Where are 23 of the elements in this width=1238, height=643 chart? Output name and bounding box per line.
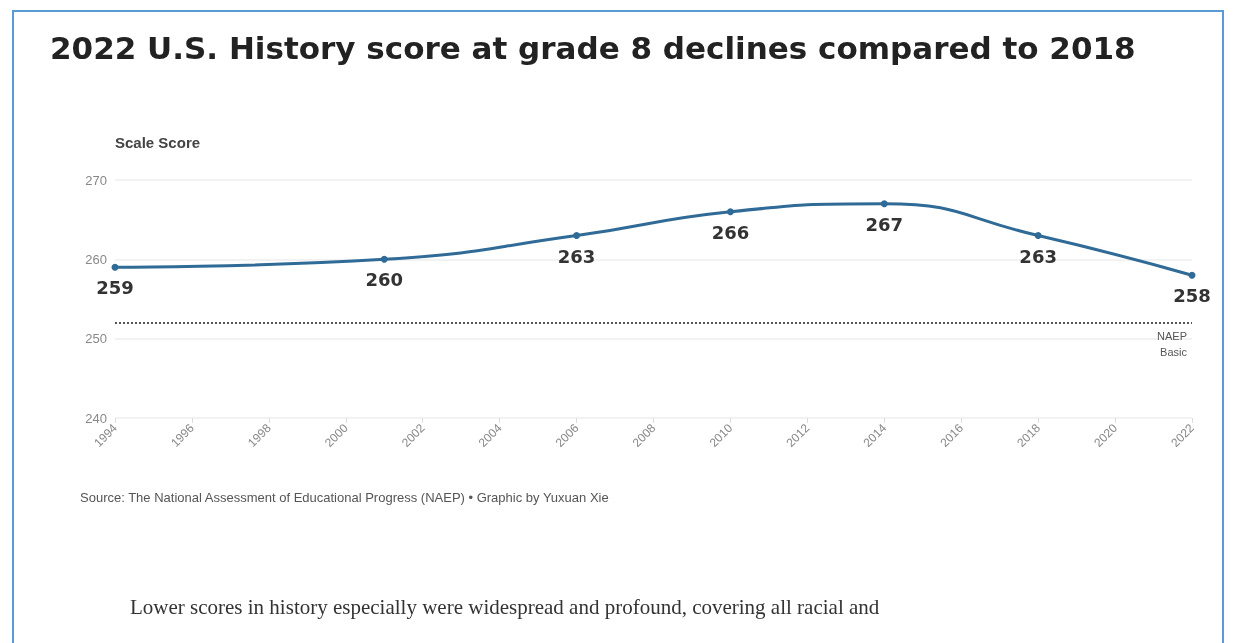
point (1188, 271, 1196, 279)
point (573, 232, 581, 240)
source-note: Source: The National Assessment of Educational Progress (NAEP) • Graphic by Yuxuan Xie (80, 490, 609, 505)
data-label: 263 (557, 245, 596, 267)
point (726, 208, 734, 216)
data-label: 258 (1173, 285, 1211, 307)
y-tick-label: 260 (85, 251, 107, 267)
point (880, 200, 888, 208)
text: Lower scores in history especially were widespread and profound, covering all racial and (130, 595, 880, 620)
point (1034, 232, 1042, 240)
point (380, 255, 388, 263)
point (111, 263, 119, 271)
data-label: 263 (1019, 245, 1057, 267)
y-tick-label: 250 (85, 331, 107, 347)
chart-title: 2022 U.S. History score at grade 8 declines compared to 2018 (50, 30, 1136, 66)
y-tick-label: 240 (85, 410, 107, 426)
ref-line-label: NAEP Basic (1157, 329, 1188, 358)
data-label: 260 (365, 269, 404, 291)
y-axis-title: Scale Score (115, 134, 201, 151)
data-label: 259 (96, 277, 134, 299)
data-label: 266 (711, 221, 750, 243)
y-tick-label: 270 (85, 172, 107, 188)
data-label: 267 (865, 213, 904, 235)
